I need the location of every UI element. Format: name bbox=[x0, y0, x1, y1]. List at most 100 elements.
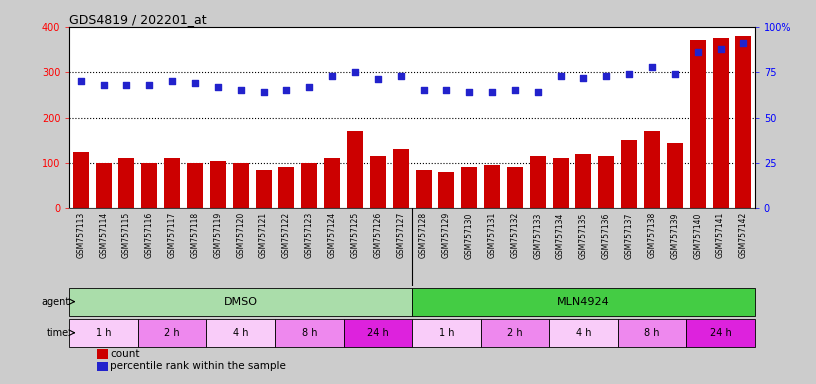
Text: GDS4819 / 202201_at: GDS4819 / 202201_at bbox=[69, 13, 207, 26]
Text: 1 h: 1 h bbox=[96, 328, 111, 338]
Point bbox=[394, 73, 407, 79]
Point bbox=[348, 69, 361, 75]
Bar bbox=[481, 319, 549, 347]
Bar bbox=[118, 159, 135, 208]
Point bbox=[280, 87, 293, 93]
Text: GSM757142: GSM757142 bbox=[738, 212, 748, 258]
Text: GSM757138: GSM757138 bbox=[647, 212, 657, 258]
Point bbox=[143, 82, 156, 88]
Bar bbox=[69, 319, 138, 347]
Text: DMSO: DMSO bbox=[224, 296, 258, 307]
Bar bbox=[621, 140, 637, 208]
Text: 24 h: 24 h bbox=[710, 328, 731, 338]
Text: GSM757141: GSM757141 bbox=[716, 212, 725, 258]
Point bbox=[577, 74, 590, 81]
Text: count: count bbox=[110, 349, 140, 359]
Text: GSM757113: GSM757113 bbox=[76, 212, 86, 258]
Point bbox=[97, 82, 110, 88]
Bar bbox=[598, 156, 614, 208]
Bar bbox=[278, 167, 295, 208]
Bar bbox=[412, 288, 755, 316]
Bar bbox=[275, 319, 344, 347]
Point bbox=[508, 87, 521, 93]
Text: GSM757119: GSM757119 bbox=[213, 212, 223, 258]
Bar bbox=[233, 163, 249, 208]
Bar bbox=[438, 172, 455, 208]
Bar bbox=[344, 319, 412, 347]
Text: GSM757125: GSM757125 bbox=[350, 212, 360, 258]
Bar bbox=[347, 131, 363, 208]
Point bbox=[188, 80, 202, 86]
Bar bbox=[575, 154, 592, 208]
Text: GSM757116: GSM757116 bbox=[144, 212, 154, 258]
Bar bbox=[461, 167, 477, 208]
Point bbox=[645, 64, 659, 70]
Text: GSM757139: GSM757139 bbox=[670, 212, 680, 258]
Bar bbox=[95, 163, 112, 208]
Text: GSM757137: GSM757137 bbox=[624, 212, 634, 258]
Bar bbox=[412, 319, 481, 347]
Point bbox=[600, 73, 613, 79]
Bar bbox=[324, 159, 340, 208]
Bar bbox=[301, 163, 317, 208]
Point bbox=[166, 78, 179, 84]
Point bbox=[417, 87, 430, 93]
Text: GSM757114: GSM757114 bbox=[99, 212, 109, 258]
Bar bbox=[552, 159, 569, 208]
Bar bbox=[690, 40, 706, 208]
Bar bbox=[138, 319, 206, 347]
Bar bbox=[141, 163, 157, 208]
Bar bbox=[370, 156, 386, 208]
Text: GSM757117: GSM757117 bbox=[167, 212, 177, 258]
Text: GSM757120: GSM757120 bbox=[236, 212, 246, 258]
Text: GSM757132: GSM757132 bbox=[510, 212, 520, 258]
Bar bbox=[549, 319, 618, 347]
Bar bbox=[530, 156, 546, 208]
Bar bbox=[735, 36, 752, 208]
Text: GSM757126: GSM757126 bbox=[373, 212, 383, 258]
Bar bbox=[210, 161, 226, 208]
Point bbox=[691, 49, 704, 55]
Text: 2 h: 2 h bbox=[507, 328, 523, 338]
Text: 8 h: 8 h bbox=[645, 328, 659, 338]
Bar bbox=[415, 170, 432, 208]
Text: GSM757140: GSM757140 bbox=[693, 212, 703, 258]
Point bbox=[668, 71, 681, 77]
Point bbox=[74, 78, 87, 84]
Text: GSM757122: GSM757122 bbox=[282, 212, 291, 258]
Bar bbox=[97, 362, 108, 371]
Point bbox=[234, 87, 247, 93]
Text: GSM757121: GSM757121 bbox=[259, 212, 268, 258]
Text: GSM757118: GSM757118 bbox=[190, 212, 200, 258]
Text: time: time bbox=[47, 328, 69, 338]
Text: percentile rank within the sample: percentile rank within the sample bbox=[110, 361, 286, 371]
Point bbox=[257, 89, 270, 95]
Point bbox=[486, 89, 499, 95]
Point bbox=[120, 82, 133, 88]
Bar bbox=[484, 165, 500, 208]
Text: GSM757129: GSM757129 bbox=[441, 212, 451, 258]
Bar bbox=[507, 167, 523, 208]
Bar bbox=[69, 288, 412, 316]
Text: 4 h: 4 h bbox=[233, 328, 248, 338]
Bar bbox=[667, 142, 683, 208]
Text: GSM757128: GSM757128 bbox=[419, 212, 428, 258]
Text: MLN4924: MLN4924 bbox=[557, 296, 610, 307]
Bar bbox=[712, 38, 729, 208]
Bar bbox=[618, 319, 686, 347]
Text: GSM757115: GSM757115 bbox=[122, 212, 131, 258]
Bar bbox=[97, 349, 108, 359]
Text: GSM757136: GSM757136 bbox=[601, 212, 611, 258]
Bar bbox=[686, 319, 755, 347]
Point bbox=[463, 89, 476, 95]
Text: GSM757135: GSM757135 bbox=[579, 212, 588, 258]
Text: GSM757133: GSM757133 bbox=[533, 212, 543, 258]
Bar bbox=[644, 131, 660, 208]
Text: GSM757134: GSM757134 bbox=[556, 212, 565, 258]
Point bbox=[371, 76, 384, 83]
Bar bbox=[392, 149, 409, 208]
Bar bbox=[187, 163, 203, 208]
Point bbox=[623, 71, 636, 77]
Point bbox=[554, 73, 567, 79]
Point bbox=[303, 84, 316, 90]
